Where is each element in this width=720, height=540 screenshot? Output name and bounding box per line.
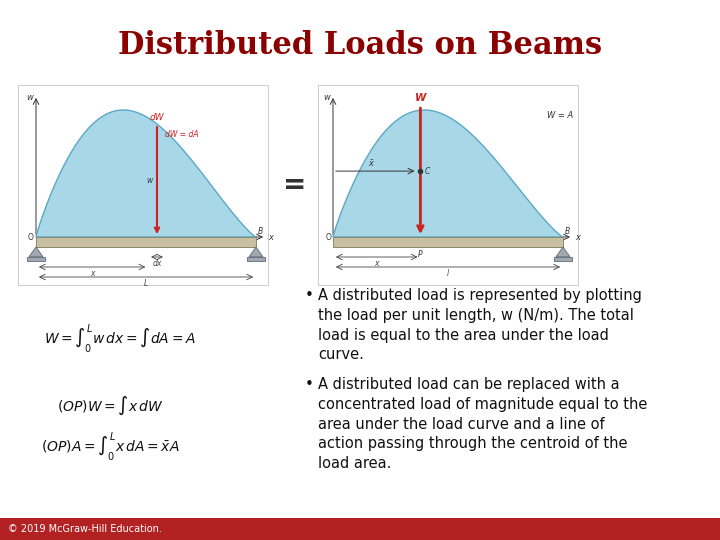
Text: x: x (90, 269, 94, 278)
Bar (318, 85, 578, 285)
Polygon shape (36, 110, 256, 237)
Text: w: w (26, 93, 33, 102)
Text: C: C (424, 167, 430, 176)
Bar (27, 257, 45, 261)
Text: dW = dA: dW = dA (165, 130, 199, 139)
Text: B: B (565, 227, 570, 236)
Polygon shape (249, 247, 263, 257)
Text: B: B (258, 227, 264, 236)
Text: w: w (147, 176, 153, 185)
Text: l: l (447, 269, 449, 278)
Text: dW: dW (150, 113, 164, 122)
Polygon shape (29, 247, 43, 257)
Text: W = A: W = A (546, 111, 573, 119)
Polygon shape (556, 247, 570, 257)
Text: $(OP)W = \int x\,dW$: $(OP)W = \int x\,dW$ (57, 395, 163, 417)
Text: x: x (268, 233, 273, 241)
Text: =: = (283, 171, 307, 199)
Text: O: O (28, 233, 34, 241)
Text: A distributed load is represented by plotting
the load per unit length, w (N/m).: A distributed load is represented by plo… (318, 288, 642, 362)
Text: O: O (325, 233, 331, 241)
Text: L: L (144, 279, 148, 288)
Bar (0, 518, 720, 540)
Text: $\bar{x}$: $\bar{x}$ (368, 158, 375, 169)
Text: w: w (323, 93, 330, 102)
Text: $(OP)A = \int_0^L x\,dA = \bar{x}A$: $(OP)A = \int_0^L x\,dA = \bar{x}A$ (40, 430, 179, 463)
Text: •: • (305, 377, 314, 392)
Text: P: P (418, 250, 423, 259)
Text: Distributed Loads on Beams: Distributed Loads on Beams (118, 30, 602, 61)
Bar (554, 257, 572, 261)
Bar (18, 85, 268, 285)
Bar (333, 237, 563, 247)
Polygon shape (333, 110, 563, 237)
Text: dx: dx (153, 259, 162, 268)
Text: x: x (575, 233, 580, 241)
Bar (247, 257, 265, 261)
Text: $W = \int_0^L w\,dx = \int dA = A$: $W = \int_0^L w\,dx = \int dA = A$ (44, 322, 196, 355)
Text: •: • (305, 288, 314, 303)
Text: A distributed load can be replaced with a
concentrated load of magnitude equal t: A distributed load can be replaced with … (318, 377, 647, 471)
Text: x: x (374, 259, 379, 268)
Text: W: W (415, 93, 426, 103)
Bar (36, 237, 256, 247)
Text: © 2019 McGraw-Hill Education.: © 2019 McGraw-Hill Education. (8, 524, 162, 534)
